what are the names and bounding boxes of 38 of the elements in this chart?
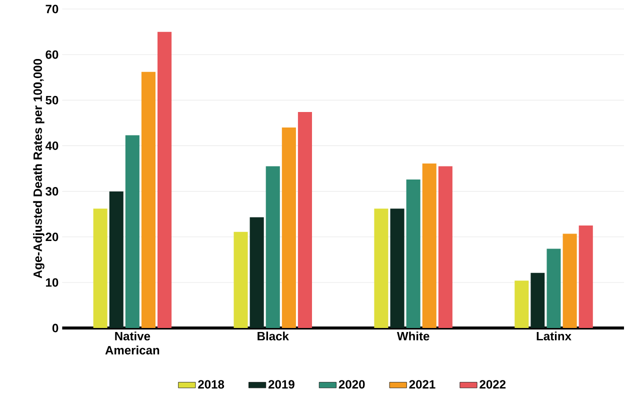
y-axis-title: Age-Adjusted Death Rates per 100,000 [33, 58, 44, 278]
bar [406, 179, 420, 328]
y-tick-label: 60 [46, 50, 58, 59]
bar [158, 32, 172, 328]
y-tick-label: 20 [46, 232, 58, 242]
x-tick-label: Native American [105, 331, 160, 354]
x-tick-label: Black [258, 331, 289, 340]
bar [266, 166, 280, 328]
legend-label: 2020 [338, 380, 365, 388]
y-tick-label: 40 [45, 141, 58, 150]
bar [234, 232, 248, 328]
bar [514, 280, 529, 328]
y-tick-label: 30 [46, 186, 58, 196]
bar [546, 248, 561, 328]
bar [578, 225, 593, 328]
legend-label: 2021 [409, 380, 436, 388]
bar [282, 127, 296, 328]
bar [298, 112, 312, 328]
bar [109, 191, 124, 328]
x-tick-label: Latinx [536, 331, 572, 340]
legend-label: 2018 [198, 380, 224, 388]
legend-label: 2022 [480, 380, 506, 388]
x-tick-label: White [396, 331, 430, 340]
bar [562, 234, 577, 328]
bar [422, 163, 436, 328]
y-tick-label: 50 [46, 96, 58, 104]
bar [250, 217, 264, 328]
bar [141, 72, 156, 328]
y-tick-label: 70 [46, 4, 58, 14]
bar [530, 272, 545, 328]
bar [390, 208, 404, 328]
y-tick-label: 0 [52, 324, 58, 332]
bar [438, 166, 452, 328]
legend-label: 2019 [268, 380, 294, 388]
y-tick-label: 10 [46, 278, 58, 287]
bar [93, 208, 108, 328]
bar [125, 135, 140, 328]
bar [374, 208, 388, 328]
